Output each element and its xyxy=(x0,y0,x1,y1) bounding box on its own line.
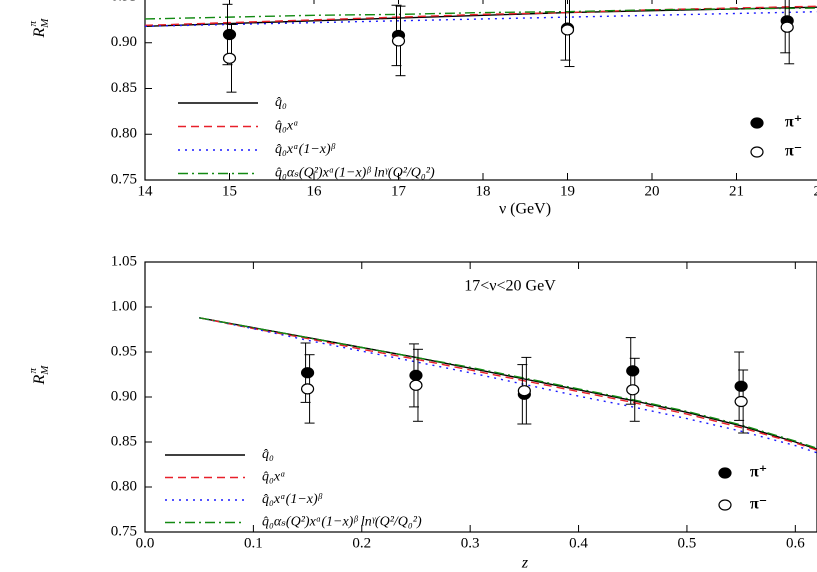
curve xyxy=(199,317,817,450)
y-label-sub: M xyxy=(39,18,51,29)
legend-marker xyxy=(750,146,764,158)
marker xyxy=(222,28,237,41)
curve xyxy=(144,7,817,20)
x-tick-label: 22 xyxy=(814,183,817,199)
y-label-base: R xyxy=(31,27,48,38)
x-axis-label: ν (GeV) xyxy=(499,201,551,218)
curve xyxy=(144,11,817,27)
legend-label: π⁻ xyxy=(785,143,802,160)
y-tick-label: 0.85 xyxy=(111,80,137,96)
y-tick-label: 0.80 xyxy=(111,478,137,494)
legend-label: q̂₀xᵅ(1−x)ᵝ xyxy=(275,142,336,157)
x-tick-label: 20 xyxy=(645,183,660,199)
marker xyxy=(560,24,575,36)
y-tick-label: 0.90 xyxy=(111,388,137,404)
legend-label: q̂₀xᵅ xyxy=(275,119,299,134)
marker xyxy=(300,367,315,379)
legend-label: q̂₀xᵅ(1−x)ᵝ xyxy=(262,492,323,507)
x-tick-label: 0.3 xyxy=(461,535,480,551)
y-tick-label: 1.05 xyxy=(111,253,137,269)
annotation: 17<ν<20 GeV xyxy=(464,278,556,295)
plot-frame xyxy=(144,261,817,533)
y-label-base: R xyxy=(31,374,48,385)
y-tick-label: 1.00 xyxy=(111,298,137,314)
marker xyxy=(517,385,531,397)
legend-marker xyxy=(718,499,732,511)
legend-label: q̂₀αₛ(Q²)xᵅ(1−x)ᵝ lnᵞ(Q²/Q₀²) xyxy=(262,515,422,530)
y-label-sup: π xyxy=(27,368,39,374)
marker xyxy=(222,52,237,64)
x-tick-label: 0.4 xyxy=(569,535,588,551)
y-tick-label: 0.75 xyxy=(111,171,137,187)
marker xyxy=(734,395,748,408)
marker xyxy=(391,35,406,47)
plot-frame xyxy=(144,0,817,181)
y-axis-label: RMπ xyxy=(27,365,51,386)
curve xyxy=(199,317,817,451)
legend-marker xyxy=(750,117,764,129)
x-tick-label: 17 xyxy=(391,183,407,199)
y-tick-label: 0.95 xyxy=(111,343,137,359)
x-tick-label: 21 xyxy=(729,183,744,199)
legend-label: q̂₀ xyxy=(262,447,274,462)
y-tick-label: 0.95 xyxy=(111,0,137,4)
marker xyxy=(780,21,794,33)
curve xyxy=(199,317,817,454)
x-tick-label: 0.5 xyxy=(678,535,697,551)
marker-series xyxy=(222,0,795,93)
x-tick-label: 14 xyxy=(138,183,154,199)
marker xyxy=(626,365,640,377)
x-tick-label: 18 xyxy=(476,183,491,199)
x-tick-label: 0.6 xyxy=(786,535,805,551)
y-label-sub: M xyxy=(39,365,51,376)
x-tick-label: 19 xyxy=(560,183,575,199)
legend-label: π⁺ xyxy=(750,464,767,481)
legend-label: π⁺ xyxy=(785,114,802,131)
marker xyxy=(300,383,315,395)
legend-label: π⁻ xyxy=(750,496,767,513)
marker xyxy=(409,369,423,381)
y-tick-label: 0.90 xyxy=(111,34,137,50)
curve xyxy=(199,317,817,449)
x-tick-label: 0.0 xyxy=(136,535,155,551)
x-tick-label: 0.2 xyxy=(352,535,371,551)
x-axis-label: z xyxy=(521,555,529,572)
y-tick-label: 0.75 xyxy=(111,523,137,539)
y-tick-label: 0.85 xyxy=(111,433,137,449)
legend-label: q̂₀αₛ(Q²)xᵅ(1−x)ᵝ lnᵞ(Q²/Q₀²) xyxy=(275,166,435,181)
legend-label: q̂₀xᵅ xyxy=(262,470,286,485)
marker-series xyxy=(300,348,749,434)
y-label-sup: π xyxy=(27,21,39,27)
x-tick-label: 15 xyxy=(222,183,237,199)
y-axis-label: RMπ xyxy=(27,18,51,39)
marker xyxy=(734,380,748,392)
marker xyxy=(409,379,423,391)
legend-marker xyxy=(718,467,732,479)
x-tick-label: 16 xyxy=(307,183,323,199)
legend-label: q̂₀ xyxy=(275,95,287,110)
marker xyxy=(626,384,640,396)
y-tick-label: 0.80 xyxy=(111,126,137,142)
x-tick-label: 0.1 xyxy=(244,535,263,551)
